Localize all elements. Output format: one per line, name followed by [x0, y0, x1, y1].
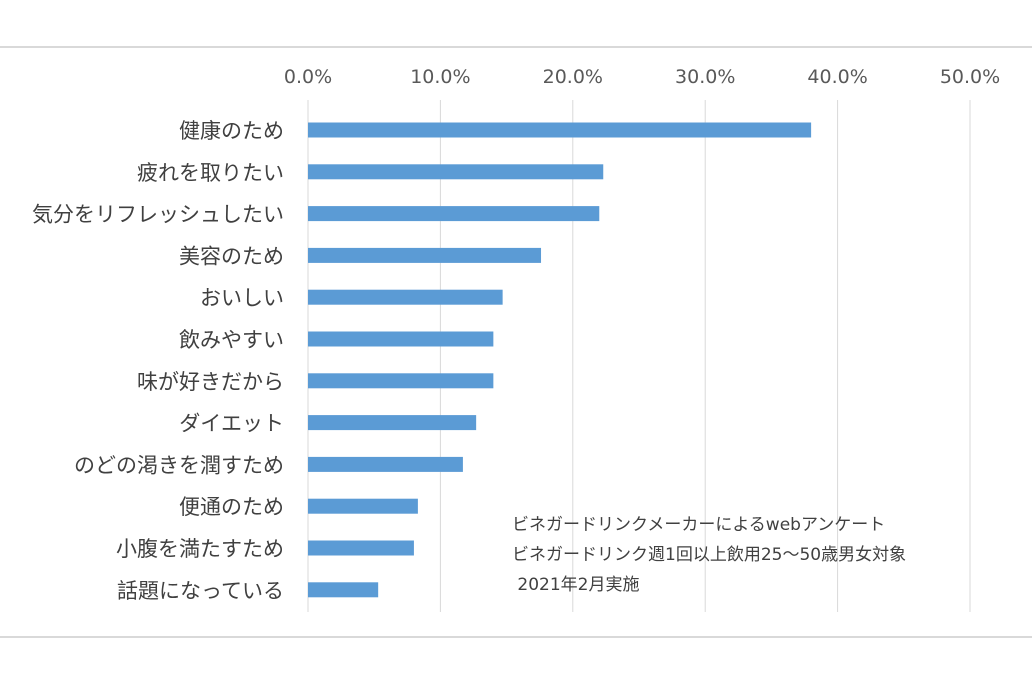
category-label: ダイエット: [179, 412, 284, 436]
bar: [308, 331, 494, 347]
category-label: 疲れを取りたい: [137, 161, 284, 185]
bar: [308, 415, 477, 431]
bar: [308, 373, 494, 389]
x-tick-label: 10.0%: [410, 66, 470, 88]
category-label: 小腹を満たすため: [116, 537, 284, 561]
bar: [308, 206, 600, 222]
x-tick-label: 40.0%: [807, 66, 867, 88]
bar: [308, 540, 414, 556]
category-label: 飲みやすい: [179, 328, 284, 352]
x-tick-label: 30.0%: [675, 66, 735, 88]
category-label: 味が好きだから: [137, 370, 284, 394]
category-label: 便通のため: [179, 495, 284, 519]
bar: [308, 289, 503, 305]
annotation-line: 2021年2月実施: [512, 575, 639, 595]
bar: [308, 247, 542, 263]
x-tick-label: 20.0%: [543, 66, 603, 88]
bar: [308, 498, 418, 514]
category-label: おいしい: [200, 286, 284, 310]
category-label: 話題になっている: [117, 579, 284, 603]
x-tick-label: 0.0%: [284, 66, 332, 88]
annotation-line: ビネガードリンクメーカーによるwebアンケート: [512, 515, 885, 535]
x-tick-label: 50.0%: [940, 66, 1000, 88]
chart-frame: [0, 46, 1032, 638]
bar: [308, 582, 379, 598]
bar: [308, 122, 812, 138]
category-label: 美容のため: [179, 244, 284, 268]
annotation-line: ビネガードリンク週1回以上飲用25～50歳男女対象: [512, 545, 906, 565]
category-label: 健康のため: [179, 119, 284, 143]
category-label: のどの渇きを潤すため: [74, 453, 284, 477]
bar: [308, 164, 604, 180]
category-label: 気分をリフレッシュしたい: [32, 203, 284, 227]
bar: [308, 456, 463, 472]
